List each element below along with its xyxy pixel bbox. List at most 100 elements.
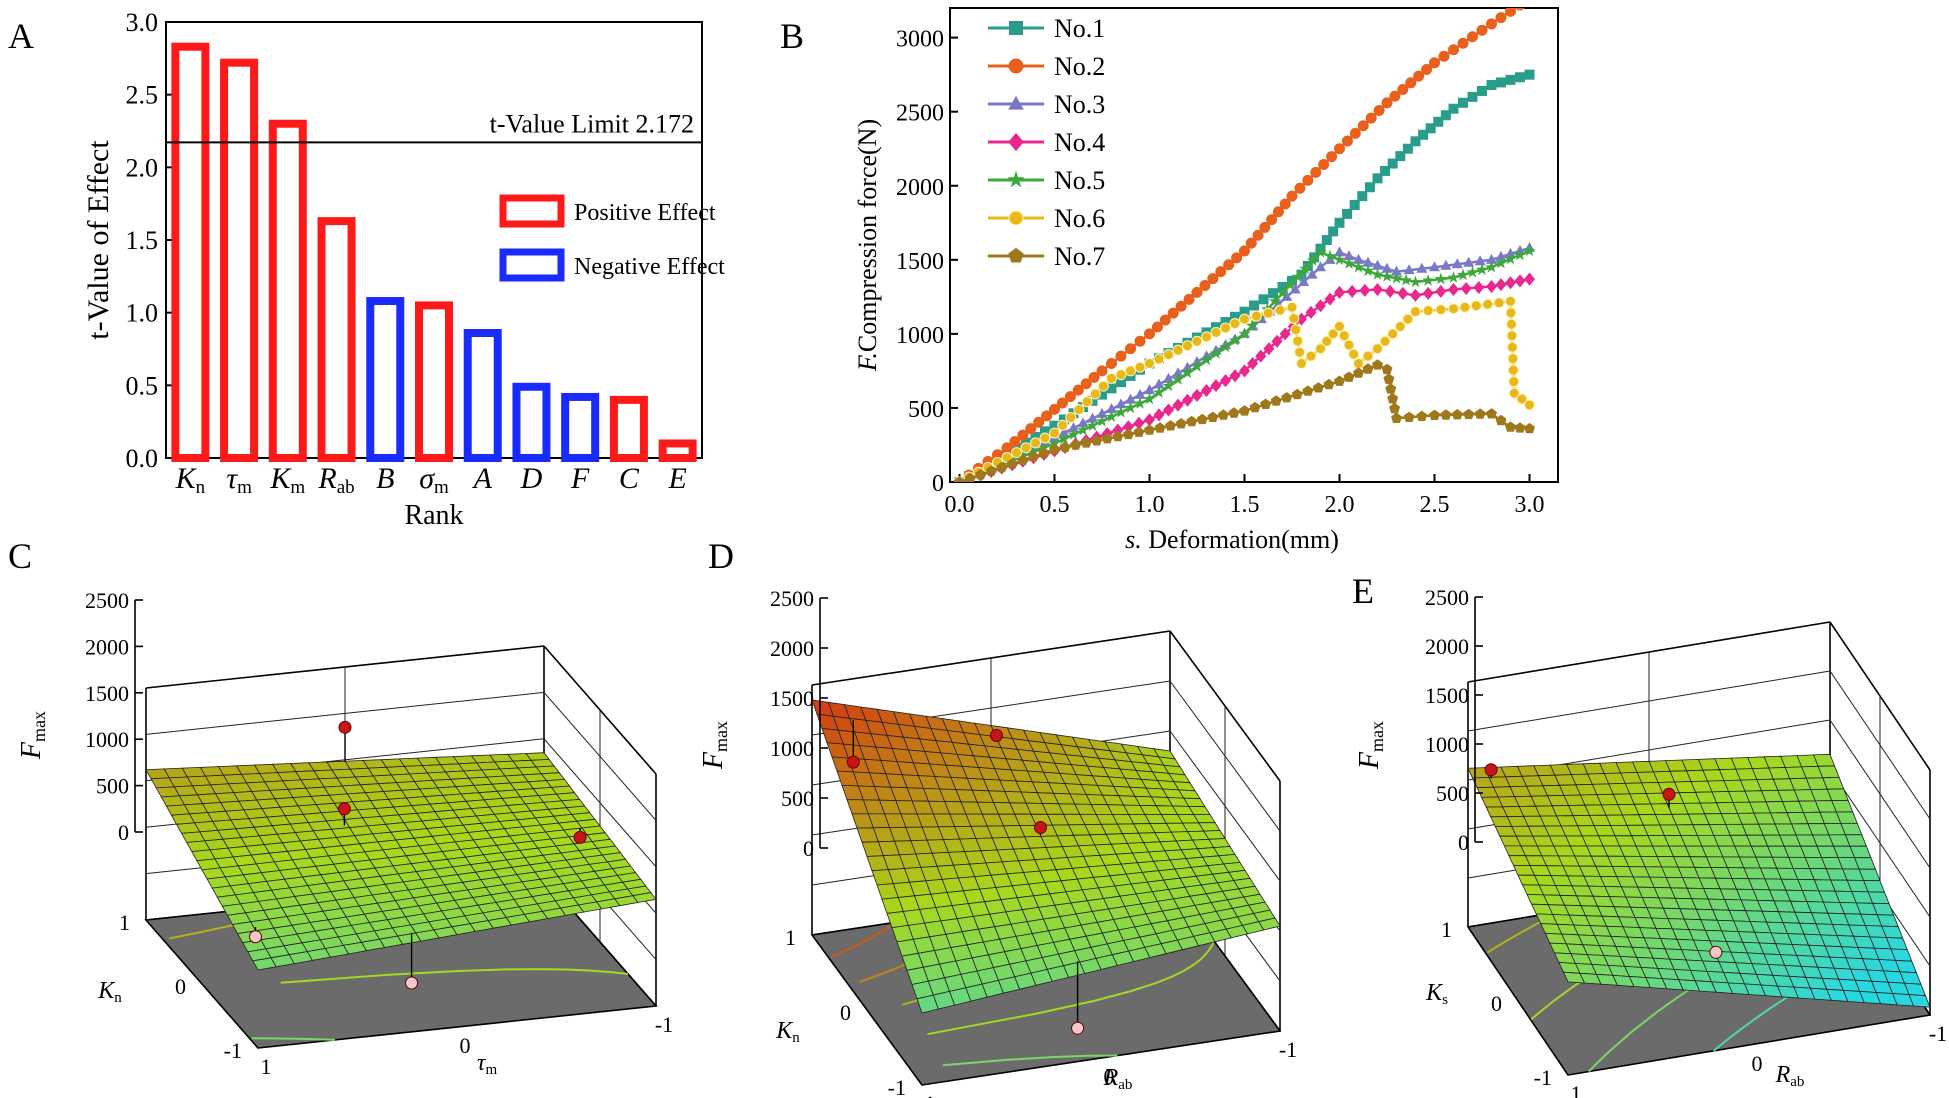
series-marker	[1496, 77, 1506, 88]
series-marker	[1191, 286, 1203, 298]
surface-cell	[916, 994, 939, 1014]
series-marker	[1425, 123, 1436, 134]
design-point	[846, 755, 860, 769]
series-marker	[1268, 288, 1278, 299]
series-marker	[1451, 409, 1463, 420]
series-marker	[1039, 432, 1051, 444]
series-marker	[1416, 262, 1428, 273]
series-marker	[1033, 416, 1045, 428]
series-marker	[1516, 393, 1528, 405]
series-marker	[1106, 383, 1117, 394]
series-marker	[1476, 24, 1488, 36]
z-tick-label: 1500	[1425, 683, 1469, 708]
bar	[366, 297, 405, 463]
series-marker	[1081, 396, 1093, 408]
design-point	[1034, 821, 1047, 834]
series-marker	[1289, 283, 1301, 294]
series-marker	[964, 472, 976, 482]
series-marker	[1167, 307, 1179, 319]
series-marker	[1328, 226, 1339, 237]
series-marker	[1505, 74, 1516, 85]
series-marker	[1291, 270, 1304, 283]
series-marker	[1290, 324, 1302, 336]
series-marker	[1451, 258, 1463, 269]
x-tick-label: 0.0	[945, 492, 975, 518]
series-no2	[954, 8, 1525, 482]
series-marker	[1125, 343, 1136, 355]
series-marker	[1485, 260, 1498, 273]
contour-line	[830, 921, 898, 959]
panel-a-bar-chart: 0.0 0.5 1.0 1.5 2.0 2.5 3.0 t-Value of Effect Ra…	[82, 8, 725, 531]
series-marker	[1495, 12, 1507, 24]
x-tick-label: τm	[226, 462, 252, 498]
z-tick-label: 2000	[1425, 634, 1469, 659]
series-marker	[1410, 306, 1421, 318]
y-tick-label: 2.0	[126, 153, 159, 182]
series-marker	[1326, 151, 1338, 163]
series-marker	[1343, 371, 1355, 382]
series-marker	[1448, 303, 1459, 315]
series-marker	[1144, 413, 1155, 427]
series-marker	[1172, 367, 1184, 378]
series-marker	[1017, 429, 1029, 441]
series-marker	[1259, 221, 1271, 233]
x-tick-label: -1	[1929, 1021, 1947, 1046]
series-marker	[1106, 403, 1117, 414]
series-marker	[1048, 437, 1061, 449]
y-tick-label: 0	[840, 1000, 851, 1025]
series-marker	[1238, 327, 1251, 340]
series-marker	[1186, 415, 1198, 427]
series-marker	[1327, 328, 1339, 340]
series-marker	[1475, 263, 1489, 276]
bar	[220, 58, 259, 463]
x-tick-label: -1	[655, 1012, 673, 1037]
z-tick-label: 2500	[1425, 585, 1469, 610]
series-marker	[1515, 8, 1525, 11]
series-marker	[1429, 261, 1440, 272]
y-tick-label: 1500	[896, 249, 944, 275]
series-marker	[1245, 319, 1259, 331]
series-marker	[1239, 405, 1250, 416]
series-marker	[1106, 372, 1117, 384]
series-marker	[1515, 72, 1525, 83]
series-marker	[1507, 353, 1519, 365]
series-marker	[1266, 214, 1278, 226]
series-marker	[1507, 364, 1519, 376]
panel-label-c: C	[8, 536, 32, 576]
x-tick-label: Km	[269, 462, 305, 498]
series-marker	[1349, 200, 1360, 211]
series-marker	[1341, 135, 1353, 147]
series-marker	[1049, 443, 1060, 455]
series-marker	[1474, 408, 1486, 419]
series-marker	[1371, 268, 1384, 280]
legend-label: No.2	[1054, 52, 1105, 81]
z-tick-label: 2500	[770, 586, 814, 611]
series-marker	[1182, 340, 1193, 352]
series-marker	[1405, 77, 1417, 89]
z-tick-label: 1000	[85, 727, 129, 752]
series-marker	[1315, 299, 1326, 313]
series-marker	[1040, 426, 1050, 437]
legend-marker	[1008, 58, 1024, 74]
series-marker	[1101, 433, 1113, 444]
design-point	[990, 729, 1003, 742]
series-marker	[1025, 423, 1037, 435]
series-marker	[1410, 288, 1421, 302]
legend-label: No.3	[1054, 90, 1105, 119]
series-marker	[1384, 284, 1396, 298]
x-tick-label: 1.5	[1230, 492, 1260, 518]
y-tick-label: 1	[1441, 917, 1452, 942]
x-tick-label: D	[520, 462, 543, 495]
z-tick-label: 1500	[85, 681, 129, 706]
series-marker	[1505, 8, 1516, 17]
z-tick-label: 2000	[770, 636, 814, 661]
series-marker	[1305, 350, 1317, 362]
series-marker	[1463, 256, 1475, 267]
series-marker	[1286, 301, 1298, 313]
z-tick-label: 1500	[770, 686, 814, 711]
design-point	[337, 802, 351, 816]
legend-label: No.5	[1054, 166, 1105, 195]
legend-swatch	[499, 248, 565, 282]
series-no6	[954, 295, 1535, 482]
series-marker	[1260, 398, 1272, 409]
